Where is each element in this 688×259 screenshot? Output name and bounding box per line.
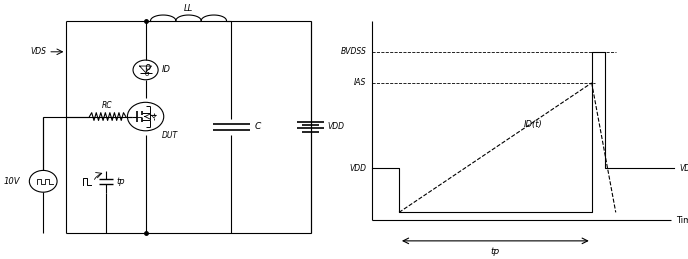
Text: VDD: VDD — [327, 123, 344, 131]
Text: σ: σ — [145, 71, 149, 77]
Text: VDD: VDD — [350, 164, 366, 173]
Text: tp: tp — [116, 177, 125, 186]
Text: 10V: 10V — [3, 177, 20, 186]
Text: LL: LL — [184, 4, 193, 13]
Text: C: C — [255, 123, 261, 131]
Text: RC: RC — [103, 101, 113, 110]
Text: ρ: ρ — [144, 62, 151, 72]
Text: VDS(t): VDS(t) — [679, 164, 688, 173]
Text: ID: ID — [162, 66, 171, 74]
Text: BVDSS: BVDSS — [341, 47, 366, 56]
Text: tp: tp — [491, 247, 500, 256]
Text: IAS: IAS — [354, 78, 366, 87]
Text: Time: Time — [676, 216, 688, 225]
Text: VDS: VDS — [30, 47, 47, 56]
Text: DUT: DUT — [162, 131, 178, 140]
Text: ID(t): ID(t) — [524, 120, 543, 129]
